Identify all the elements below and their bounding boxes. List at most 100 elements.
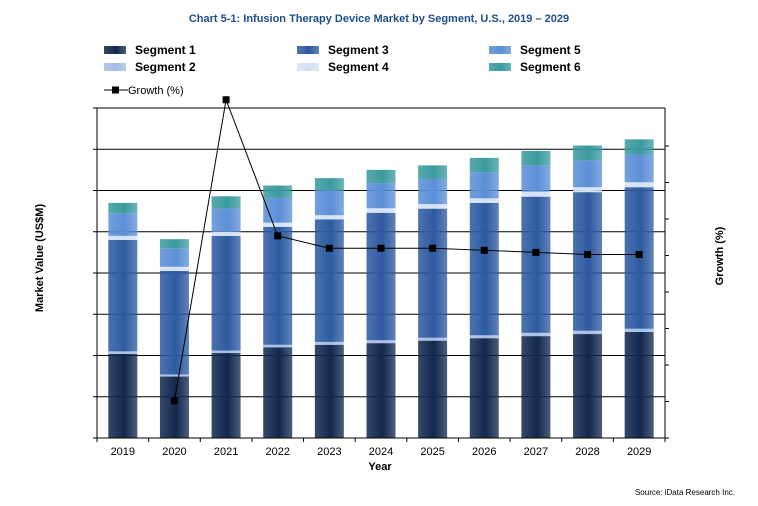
bar-segment-5-2025 — [418, 178, 448, 205]
growth-line — [170, 96, 643, 405]
source-note: Source: iData Research Inc. — [635, 488, 735, 497]
bar-segment-5-2020 — [159, 248, 189, 267]
bar-segment-6-2019 — [108, 202, 138, 214]
bars — [108, 139, 654, 438]
legend-label: Segment 5 — [520, 43, 581, 57]
bar-segment-3-2022 — [263, 226, 293, 345]
bar-segment-4-2028 — [573, 187, 603, 193]
x-tick-label: 2020 — [162, 446, 186, 458]
bar-segment-5-2026 — [469, 172, 499, 199]
y-axis-label: Market Value (US$M) — [34, 204, 46, 313]
x-tick-label: 2024 — [369, 446, 393, 458]
bar-segment-2-2021 — [211, 350, 241, 354]
x-tick-label: 2023 — [317, 446, 341, 458]
x-tick-label: 2027 — [524, 446, 548, 458]
bar-segment-1-2025 — [418, 340, 448, 438]
growth-point — [532, 248, 540, 256]
bar-segment-4-2020 — [159, 266, 189, 271]
bar-segment-2-2022 — [263, 344, 293, 348]
y2-axis-label: Growth (%) — [714, 226, 726, 285]
chart-title: Chart 5-1: Infusion Therapy Device Marke… — [189, 13, 569, 25]
x-tick-label: 2025 — [420, 446, 444, 458]
bar-segment-2-2025 — [418, 337, 448, 341]
growth-point — [584, 250, 592, 258]
bar-segment-2-2028 — [573, 330, 603, 335]
bar-segment-5-2021 — [211, 208, 241, 232]
bar-segment-4-2022 — [263, 222, 293, 227]
bar-segment-2-2020 — [159, 374, 189, 377]
bar-segment-4-2026 — [469, 198, 499, 203]
bar-segment-6-2029 — [624, 139, 654, 155]
x-tick-label: 2019 — [111, 446, 135, 458]
bar-segment-3-2021 — [211, 235, 241, 351]
bar-segment-6-2024 — [366, 169, 396, 184]
bar-segment-3-2028 — [573, 192, 603, 331]
legend-label: Segment 6 — [520, 60, 581, 74]
bar-segment-6-2025 — [418, 165, 448, 179]
bar-segment-2-2027 — [521, 332, 551, 337]
bar-segment-5-2029 — [624, 154, 654, 183]
bar-segment-1-2027 — [521, 336, 551, 438]
growth-point — [274, 232, 282, 240]
legend-swatch — [297, 63, 319, 71]
x-tick-label: 2028 — [575, 446, 599, 458]
bar-segment-5-2028 — [573, 160, 603, 188]
bar-segment-6-2020 — [159, 239, 189, 249]
bar-segment-5-2024 — [366, 183, 396, 209]
x-tick-label: 2021 — [214, 446, 238, 458]
legend-label: Segment 3 — [328, 43, 389, 57]
legend-label-growth: Growth (%) — [128, 85, 184, 97]
bar-segment-4-2023 — [314, 215, 344, 220]
bar-segment-1-2020 — [159, 376, 189, 438]
bar-segment-6-2021 — [211, 196, 241, 209]
bar-segment-4-2019 — [108, 235, 138, 240]
bar-segment-4-2029 — [624, 182, 654, 188]
x-tick-label: 2022 — [265, 446, 289, 458]
bar-segment-1-2019 — [108, 353, 138, 438]
bar-segment-1-2029 — [624, 331, 654, 438]
legend-label: Segment 4 — [328, 60, 389, 74]
bar-segment-5-2019 — [108, 213, 138, 236]
bar-segment-4-2021 — [211, 231, 241, 236]
legend-label: Segment 1 — [135, 43, 196, 57]
bar-segment-2-2019 — [108, 351, 138, 354]
bar-segment-1-2022 — [263, 347, 293, 438]
bar-segment-2-2024 — [366, 340, 396, 344]
x-tick-label: 2029 — [627, 446, 651, 458]
legend-swatch — [297, 46, 319, 54]
bar-segment-1-2028 — [573, 334, 603, 438]
bar-segment-6-2028 — [573, 145, 603, 161]
growth-line-path — [173, 97, 640, 401]
growth-point — [377, 244, 385, 252]
x-tick-label: 2026 — [472, 446, 496, 458]
growth-point — [325, 244, 333, 252]
x-axis-label: Year — [368, 461, 392, 473]
legend-swatch — [489, 63, 511, 71]
bar-segment-4-2025 — [418, 204, 448, 209]
bar-segment-3-2026 — [469, 202, 499, 336]
bar-segment-3-2023 — [314, 219, 344, 342]
bar-segment-6-2026 — [469, 157, 499, 173]
legend-label: Segment 2 — [135, 60, 196, 74]
growth-point — [480, 246, 488, 254]
x-tick-labels: 2019 2020 2021 2022 2023 2024 2025 2026 2027 2028… — [111, 446, 652, 458]
bar-segment-5-2027 — [521, 165, 551, 192]
legend-growth-marker — [112, 86, 119, 94]
bar-segment-4-2024 — [366, 208, 396, 213]
bar-segment-6-2027 — [521, 150, 551, 166]
bar-segment-2-2026 — [469, 335, 499, 339]
bar-segment-3-2019 — [108, 240, 138, 352]
bar-segment-6-2022 — [263, 185, 293, 198]
bar-segment-1-2021 — [211, 353, 241, 438]
bar-segment-1-2024 — [366, 343, 396, 438]
bar-segment-1-2026 — [469, 338, 499, 438]
bar-segment-5-2023 — [314, 190, 344, 216]
bar-segment-3-2029 — [624, 187, 654, 329]
bar-segment-3-2027 — [521, 196, 551, 333]
bar-segment-3-2025 — [418, 208, 448, 338]
bar-segment-4-2027 — [521, 191, 551, 197]
bar-segment-2-2029 — [624, 328, 654, 332]
bar-segment-6-2023 — [314, 178, 344, 191]
bar-segment-3-2024 — [366, 212, 396, 341]
legend-swatch — [104, 63, 126, 71]
